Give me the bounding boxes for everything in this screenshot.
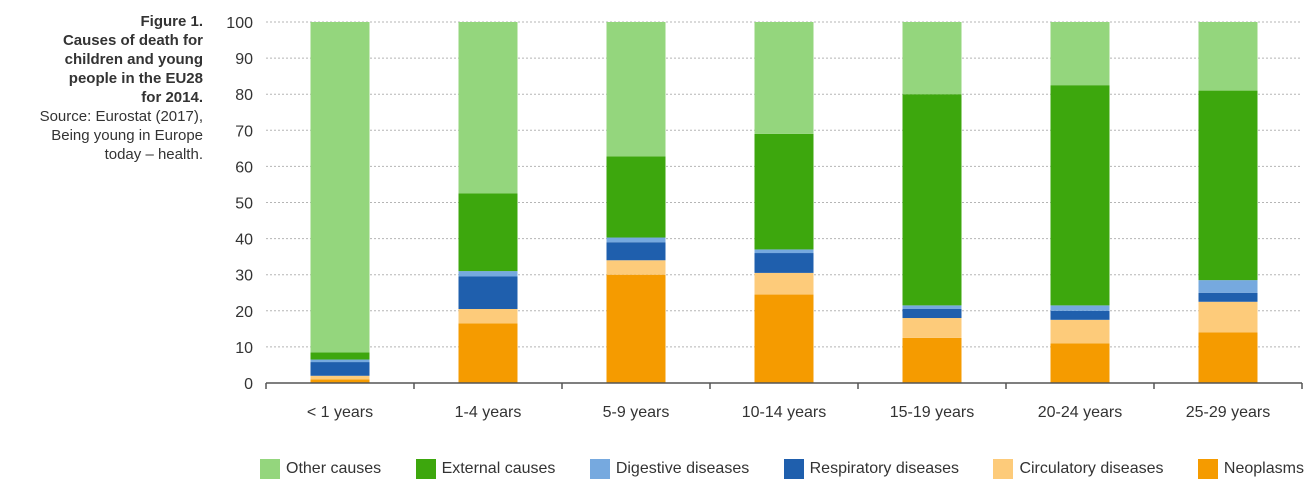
legend-item-digestive-diseases: Digestive diseases: [589, 459, 750, 479]
legend-swatch: [1197, 459, 1218, 479]
bar-segment-neoplasms-6: [1198, 332, 1258, 383]
bar-stack-2: [606, 22, 666, 383]
y-tick-label-0: 0: [244, 376, 253, 393]
bar-segment-respiratory-diseases-4: [902, 308, 962, 319]
bar-segment-digestive-diseases-4: [902, 305, 962, 309]
bar-segment-circulatory-diseases-5: [1050, 319, 1110, 344]
bar-segment-external-causes-5: [1050, 85, 1110, 306]
x-tick-label-4: 15-19 years: [890, 404, 975, 421]
bar-segment-external-causes-6: [1198, 90, 1258, 281]
legend-swatch: [260, 459, 280, 479]
x-tick-label-5: 20-24 years: [1038, 404, 1123, 421]
legend-swatch: [783, 459, 804, 479]
bar-stack-0: [310, 22, 370, 383]
bar-stack-6: [1198, 22, 1258, 383]
y-tick-label-60: 60: [235, 159, 253, 176]
bar-segment-neoplasms-1: [458, 323, 518, 383]
y-tick-label-80: 80: [235, 87, 253, 104]
bar-segment-digestive-diseases-5: [1050, 305, 1110, 311]
bar-segment-circulatory-diseases-4: [902, 318, 962, 338]
bar-segment-digestive-diseases-3: [754, 249, 814, 254]
bar-segment-other-causes-1: [458, 22, 518, 194]
legend-item-other-causes: Other causes: [260, 459, 381, 479]
bar-segment-other-causes-4: [902, 22, 962, 95]
bar-segment-respiratory-diseases-6: [1198, 292, 1258, 302]
legend-swatch: [993, 459, 1014, 479]
y-tick-label-10: 10: [235, 340, 253, 357]
bar-segment-circulatory-diseases-1: [458, 308, 518, 324]
bar-stack-3: [754, 22, 814, 383]
bar-segment-external-causes-0: [310, 352, 370, 360]
legend: Other causes External causes Digestive dis…: [260, 458, 1304, 480]
legend-swatch: [415, 459, 436, 479]
bar-segment-external-causes-3: [754, 133, 814, 250]
legend-item-external-causes: External causes: [415, 459, 556, 479]
bar-stack-1: [458, 22, 518, 383]
y-tick-label-30: 30: [235, 268, 253, 285]
bar-segment-digestive-diseases-1: [458, 271, 518, 277]
bar-segment-respiratory-diseases-2: [606, 242, 666, 261]
bar-segment-external-causes-2: [606, 156, 666, 238]
bar-segment-respiratory-diseases-5: [1050, 310, 1110, 320]
bar-segment-neoplasms-3: [754, 294, 814, 383]
bar-segment-other-causes-6: [1198, 22, 1258, 91]
y-tick-label-70: 70: [235, 123, 253, 140]
bar-segment-digestive-diseases-0: [310, 359, 370, 363]
legend-label: External causes: [441, 460, 556, 477]
bar-segment-digestive-diseases-2: [606, 237, 666, 243]
legend-label: Neoplasms: [1223, 460, 1304, 477]
y-tick-label-50: 50: [235, 196, 253, 213]
bar-segment-other-causes-2: [606, 22, 666, 157]
legend-label: Other causes: [286, 460, 382, 477]
y-tick-label-100: 100: [226, 15, 253, 32]
bar-segment-other-causes-5: [1050, 22, 1110, 86]
x-tick-label-0: < 1 years: [307, 404, 373, 421]
x-axis-tick-labels: < 1 years 1-4 years 5-9 years 10-14 years 15…: [307, 404, 1270, 421]
legend-swatch: [589, 459, 610, 479]
figure-caption: Figure 1. Causes of death for children a…: [0, 12, 203, 164]
y-tick-label-20: 20: [235, 304, 253, 321]
legend-label: Digestive diseases: [615, 460, 750, 477]
bar-segment-circulatory-diseases-0: [310, 375, 370, 380]
bar-segment-other-causes-3: [754, 22, 814, 134]
bar-stack-5: [1050, 22, 1110, 383]
x-tick-label-1: 1-4 years: [455, 404, 522, 421]
x-axis-ticks: [265, 383, 1303, 389]
bar-segment-neoplasms-4: [902, 337, 962, 383]
bar-segment-other-causes-0: [310, 22, 370, 353]
y-axis-tick-labels: 0 10 20 30 40 50 60 70 80 90 100: [226, 15, 253, 393]
bar-segment-circulatory-diseases-3: [754, 272, 814, 295]
bar-stack-4: [902, 22, 962, 383]
legend-label: Circulatory diseases: [1019, 460, 1164, 477]
y-tick-label-40: 40: [235, 232, 253, 249]
legend-item-respiratory-diseases: Respiratory diseases: [783, 459, 960, 479]
legend-item-circulatory-diseases: Circulatory diseases: [993, 459, 1164, 479]
y-tick-label-90: 90: [235, 51, 253, 68]
x-tick-label-3: 10-14 years: [742, 404, 827, 421]
bar-segment-external-causes-4: [902, 94, 962, 306]
bar-segment-circulatory-diseases-2: [606, 260, 666, 275]
x-tick-label-2: 5-9 years: [603, 404, 670, 421]
legend-item-neoplasms: Neoplasms: [1197, 459, 1304, 479]
x-tick-label-6: 25-29 years: [1186, 404, 1271, 421]
bar-segment-respiratory-diseases-0: [310, 362, 370, 376]
bar-segment-neoplasms-2: [606, 274, 666, 383]
bar-segment-respiratory-diseases-1: [458, 276, 518, 309]
bar-segment-neoplasms-0: [310, 379, 370, 383]
bar-segment-neoplasms-5: [1050, 343, 1110, 383]
bars: [310, 22, 1258, 383]
stacked-bar-chart: 0 10 20 30 40 50 60 70 80 90 100 < 1 years 1-4 year…: [226, 15, 1303, 421]
bar-segment-digestive-diseases-6: [1198, 280, 1258, 293]
bar-segment-circulatory-diseases-6: [1198, 301, 1258, 333]
figure-title: Figure 1. Causes of death for children a…: [62, 13, 203, 106]
bar-segment-external-causes-1: [458, 193, 518, 272]
figure-source: Source: Eurostat (2017), Being young in …: [39, 108, 203, 163]
bar-segment-respiratory-diseases-3: [754, 253, 814, 273]
legend-label: Respiratory diseases: [809, 460, 960, 477]
